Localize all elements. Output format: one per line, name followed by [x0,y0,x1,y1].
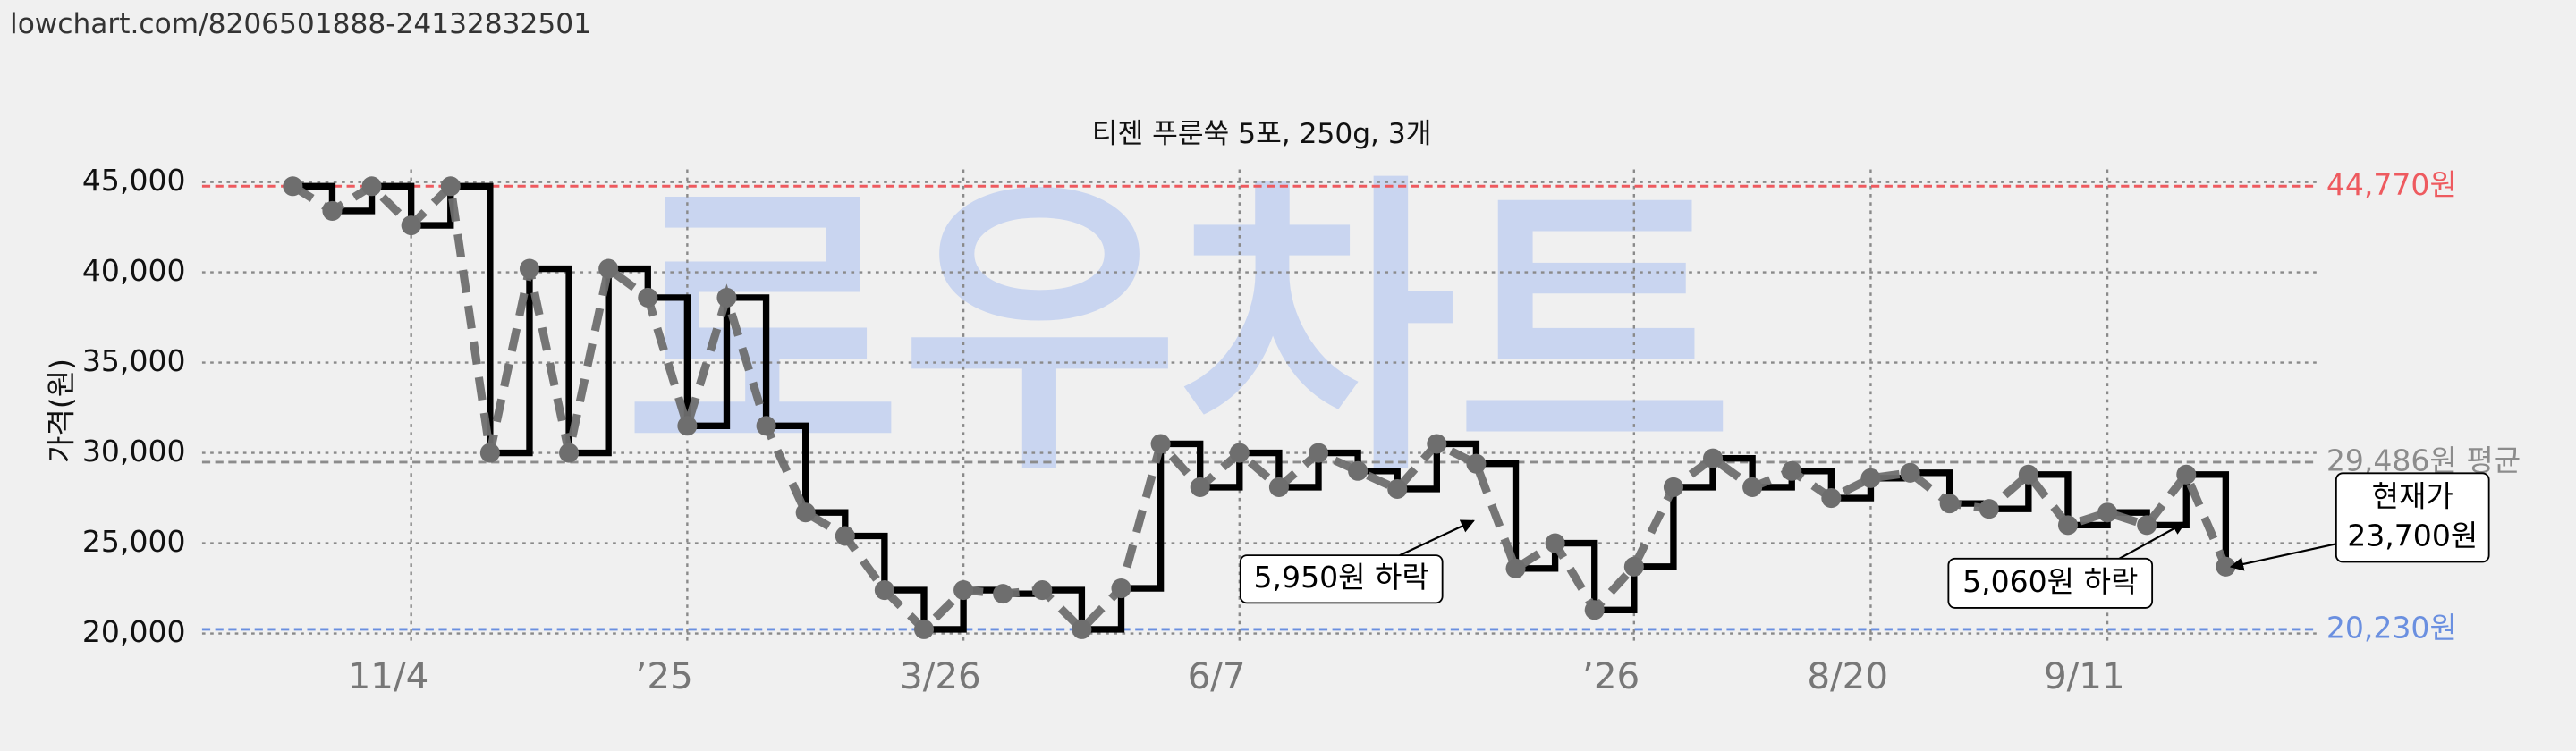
annotation-box [1947,557,2154,609]
point [1979,499,1999,519]
point [1466,453,1487,474]
point [716,287,737,308]
watermark: 로우차트 [624,150,1733,513]
annotation-text: 현재가 [2372,478,2453,513]
point [913,619,935,639]
x-tick-label: 6/7 [1188,654,1246,697]
point [1348,460,1368,481]
point [1308,443,1329,463]
point [1545,533,1565,553]
y-tick-label: 25,000 [82,524,186,559]
point [795,502,816,523]
point [598,258,619,279]
point [1032,580,1053,601]
y-axis-label: 가격(원) [43,359,78,463]
point [361,176,382,197]
x-tick-label: 9/11 [2044,654,2125,697]
x-tick-label: 3/26 [900,654,981,697]
x-tick-label: ’25 [636,654,693,697]
point [2176,464,2197,485]
point [2137,515,2157,536]
y-tick-label: 45,000 [82,163,186,198]
point [1111,578,1131,599]
point [519,258,539,279]
annotation-arrow [2118,521,2187,560]
point [322,200,343,221]
point [677,416,698,436]
point [1229,443,1250,463]
annotation-box [1239,554,1444,604]
point [756,416,776,436]
annotation-arrow [1399,519,1475,557]
point [1742,477,1763,497]
point [1939,494,1960,514]
x-tick-label: 11/4 [348,654,429,697]
point [638,287,658,308]
y-tick-label: 40,000 [82,253,186,288]
y-tick-label: 30,000 [82,434,186,468]
point [1821,488,1842,509]
point [1584,600,1605,620]
point [401,215,421,236]
dashed-line [290,177,2230,636]
point [993,584,1013,604]
point [2018,464,2038,485]
point [1623,556,1644,577]
reference-label: 44,770원 [2326,167,2457,202]
point [874,580,894,601]
point [1860,468,1881,488]
annotation-text: 23,700원 [2347,518,2478,553]
point [1427,434,1447,454]
point [440,176,461,197]
point [1190,477,1210,497]
reference-label: 20,230원 [2326,610,2457,645]
point [1782,460,1802,481]
y-tick-label: 20,000 [82,614,186,649]
chart-title: 티젠 푸룬쑥 5포, 250g, 3개 [1092,118,1432,150]
point [1900,462,1920,483]
point [1703,448,1724,468]
point [1663,477,1683,497]
point [1072,619,1092,639]
point [1268,477,1289,497]
annotation-arrow [2229,543,2337,571]
point [1505,558,1526,578]
point [1150,434,1171,454]
point [2057,515,2078,536]
annotation-text: 5,060원 하락 [1962,564,2138,599]
point [283,176,303,197]
point [2097,502,2118,523]
point [559,443,580,463]
annotation-box [2334,472,2490,563]
point [835,526,855,546]
point [479,443,500,463]
url: lowchart.com/8206501888-24132832501 [10,8,591,40]
y-tick-label: 35,000 [82,343,186,378]
x-tick-label: ’26 [1582,654,1640,697]
x-tick-label: 8/20 [1807,654,1888,697]
point [1387,478,1408,499]
reference-label: 29,486원 평균 [2326,443,2521,477]
point [953,580,974,601]
annotation-text: 5,950원 하락 [1254,560,1429,595]
